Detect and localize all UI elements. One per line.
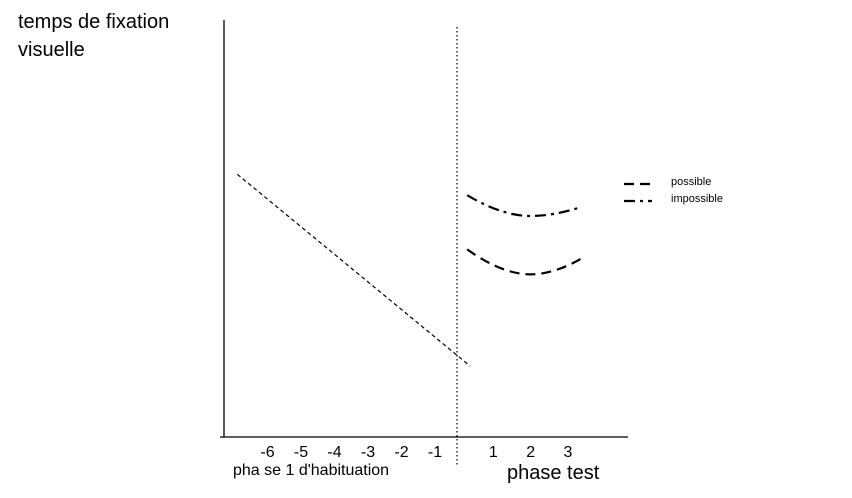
legend-label-possible: possible	[671, 176, 711, 188]
tick-label-test-0: 1	[489, 444, 498, 461]
tick-label-test-1: 2	[526, 444, 535, 461]
y-axis-label: temps de fixation visuelle	[18, 8, 169, 64]
tick-labels: -6 -5 -4 -3 -2 -1 1 2 3	[260, 444, 572, 461]
y-axis-label-line-1: temps de fixation	[18, 11, 170, 33]
tick-label-habituation-4: -2	[394, 444, 408, 461]
series-lines	[236, 173, 584, 367]
x-axis-label-habituation: pha se 1 d'habituation	[233, 462, 390, 479]
legend: possible impossible	[624, 176, 723, 205]
legend-label-impossible: impossible	[671, 193, 723, 205]
habituation-line	[236, 173, 471, 367]
tick-label-habituation-0: -6	[260, 444, 274, 461]
tick-label-habituation-5: -1	[428, 444, 442, 461]
tick-label-habituation-2: -4	[327, 444, 341, 461]
tick-label-habituation-1: -5	[294, 444, 308, 461]
y-axis-label-line-2: visuelle	[18, 39, 85, 61]
series-line-impossible	[466, 194, 580, 218]
series-line-possible	[466, 248, 584, 276]
tick-label-habituation-3: -3	[361, 444, 375, 461]
x-axis-label-test: phase test	[507, 462, 600, 484]
tick-label-test-2: 3	[564, 444, 573, 461]
